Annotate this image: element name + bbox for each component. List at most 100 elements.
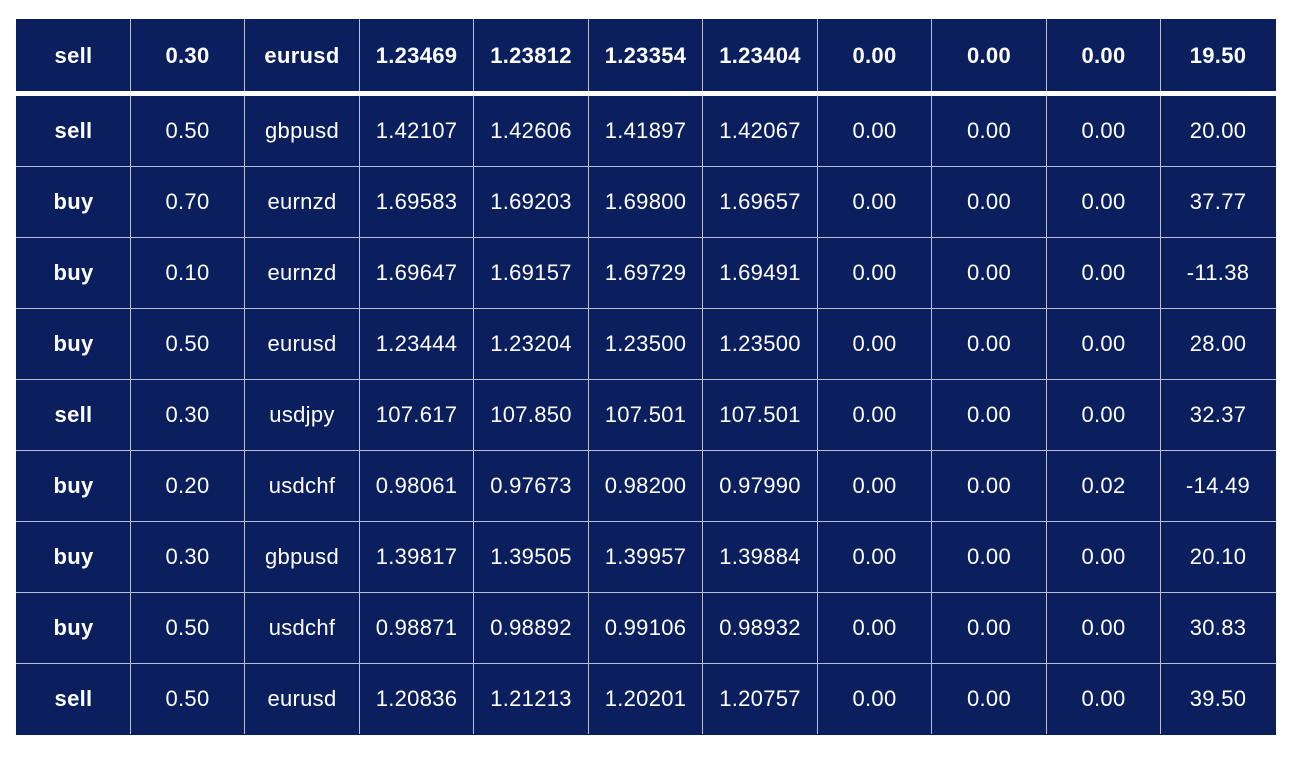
cell-symbol: eurnzd xyxy=(244,166,360,238)
cell-type: sell xyxy=(16,663,131,735)
cell-close-price: 1.69657 xyxy=(702,166,818,238)
cell-commission: 0.00 xyxy=(817,237,932,309)
cell-symbol: eurusd xyxy=(244,308,360,380)
cell-lots: 0.50 xyxy=(130,308,245,380)
cell-taxes: 0.00 xyxy=(931,379,1047,451)
cell-symbol: eurusd xyxy=(244,19,360,96)
table-row: sell 0.30 eurusd 1.23469 1.23812 1.23354 1.234… xyxy=(16,19,1276,96)
cell-tp-price: 1.69800 xyxy=(588,166,703,238)
cell-lots: 0.70 xyxy=(130,166,245,238)
cell-close-price: 1.23404 xyxy=(702,19,818,96)
cell-swap: 0.00 xyxy=(1046,592,1161,664)
cell-profit: -14.49 xyxy=(1160,450,1276,522)
table-row: sell 0.50 gbpusd 1.42107 1.42606 1.41897 1.420… xyxy=(16,93,1276,167)
cell-tp-price: 1.20201 xyxy=(588,663,703,735)
table-body: sell 0.30 eurusd 1.23469 1.23812 1.23354 1.234… xyxy=(16,19,1276,735)
cell-type: buy xyxy=(16,237,131,309)
cell-lots: 0.30 xyxy=(130,19,245,96)
cell-commission: 0.00 xyxy=(817,379,932,451)
cell-lots: 0.50 xyxy=(130,592,245,664)
cell-tp-price: 1.23500 xyxy=(588,308,703,380)
cell-tp-price: 1.69729 xyxy=(588,237,703,309)
cell-taxes: 0.00 xyxy=(931,663,1047,735)
cell-type: sell xyxy=(16,19,131,96)
table-row: buy 0.50 usdchf 0.98871 0.98892 0.99106 0.9893… xyxy=(16,592,1276,664)
cell-close-price: 1.69491 xyxy=(702,237,818,309)
table-row: buy 0.70 eurnzd 1.69583 1.69203 1.69800 1.6965… xyxy=(16,166,1276,238)
cell-close-price: 0.98932 xyxy=(702,592,818,664)
trade-table: sell 0.30 eurusd 1.23469 1.23812 1.23354 1.234… xyxy=(16,19,1276,735)
cell-taxes: 0.00 xyxy=(931,521,1047,593)
cell-commission: 0.00 xyxy=(817,166,932,238)
table-row: buy 0.10 eurnzd 1.69647 1.69157 1.69729 1.6949… xyxy=(16,237,1276,309)
cell-profit: -11.38 xyxy=(1160,237,1276,309)
cell-open-price: 1.42107 xyxy=(359,93,474,167)
cell-open-price: 0.98871 xyxy=(359,592,474,664)
cell-tp-price: 0.98200 xyxy=(588,450,703,522)
cell-swap: 0.00 xyxy=(1046,521,1161,593)
cell-symbol: usdchf xyxy=(244,450,360,522)
cell-symbol: eurusd xyxy=(244,663,360,735)
cell-open-price: 1.69647 xyxy=(359,237,474,309)
cell-tp-price: 1.23354 xyxy=(588,19,703,96)
cell-tp-price: 0.99106 xyxy=(588,592,703,664)
cell-close-price: 0.97990 xyxy=(702,450,818,522)
cell-open-price: 1.23469 xyxy=(359,19,474,96)
cell-swap: 0.00 xyxy=(1046,19,1161,96)
cell-commission: 0.00 xyxy=(817,663,932,735)
cell-taxes: 0.00 xyxy=(931,308,1047,380)
cell-tp-price: 1.41897 xyxy=(588,93,703,167)
cell-sl-price: 107.850 xyxy=(473,379,589,451)
cell-open-price: 1.20836 xyxy=(359,663,474,735)
cell-swap: 0.00 xyxy=(1046,166,1161,238)
cell-open-price: 1.23444 xyxy=(359,308,474,380)
cell-swap: 0.00 xyxy=(1046,663,1161,735)
cell-lots: 0.50 xyxy=(130,93,245,167)
cell-close-price: 1.23500 xyxy=(702,308,818,380)
cell-type: sell xyxy=(16,379,131,451)
cell-type: buy xyxy=(16,592,131,664)
cell-symbol: usdchf xyxy=(244,592,360,664)
cell-symbol: gbpusd xyxy=(244,93,360,167)
cell-symbol: eurnzd xyxy=(244,237,360,309)
cell-lots: 0.10 xyxy=(130,237,245,309)
table-row: sell 0.50 eurusd 1.20836 1.21213 1.20201 1.207… xyxy=(16,663,1276,735)
cell-open-price: 0.98061 xyxy=(359,450,474,522)
cell-commission: 0.00 xyxy=(817,19,932,96)
cell-sl-price: 0.97673 xyxy=(473,450,589,522)
cell-symbol: gbpusd xyxy=(244,521,360,593)
cell-type: buy xyxy=(16,166,131,238)
cell-sl-price: 1.23812 xyxy=(473,19,589,96)
cell-taxes: 0.00 xyxy=(931,592,1047,664)
cell-sl-price: 1.39505 xyxy=(473,521,589,593)
cell-sl-price: 1.42606 xyxy=(473,93,589,167)
cell-sl-price: 0.98892 xyxy=(473,592,589,664)
cell-type: sell xyxy=(16,93,131,167)
cell-lots: 0.50 xyxy=(130,663,245,735)
table-row: sell 0.30 usdjpy 107.617 107.850 107.501 107.5… xyxy=(16,379,1276,451)
cell-open-price: 1.39817 xyxy=(359,521,474,593)
cell-close-price: 1.20757 xyxy=(702,663,818,735)
cell-close-price: 107.501 xyxy=(702,379,818,451)
cell-close-price: 1.39884 xyxy=(702,521,818,593)
cell-commission: 0.00 xyxy=(817,592,932,664)
cell-type: buy xyxy=(16,521,131,593)
cell-profit: 20.10 xyxy=(1160,521,1276,593)
cell-commission: 0.00 xyxy=(817,93,932,167)
cell-commission: 0.00 xyxy=(817,308,932,380)
table-row: buy 0.20 usdchf 0.98061 0.97673 0.98200 0.9799… xyxy=(16,450,1276,522)
cell-swap: 0.00 xyxy=(1046,237,1161,309)
cell-open-price: 107.617 xyxy=(359,379,474,451)
cell-tp-price: 1.39957 xyxy=(588,521,703,593)
cell-lots: 0.30 xyxy=(130,379,245,451)
cell-commission: 0.00 xyxy=(817,450,932,522)
cell-taxes: 0.00 xyxy=(931,237,1047,309)
cell-taxes: 0.00 xyxy=(931,166,1047,238)
cell-profit: 32.37 xyxy=(1160,379,1276,451)
cell-sl-price: 1.23204 xyxy=(473,308,589,380)
cell-type: buy xyxy=(16,450,131,522)
cell-sl-price: 1.21213 xyxy=(473,663,589,735)
cell-commission: 0.00 xyxy=(817,521,932,593)
cell-swap: 0.00 xyxy=(1046,379,1161,451)
cell-swap: 0.00 xyxy=(1046,93,1161,167)
